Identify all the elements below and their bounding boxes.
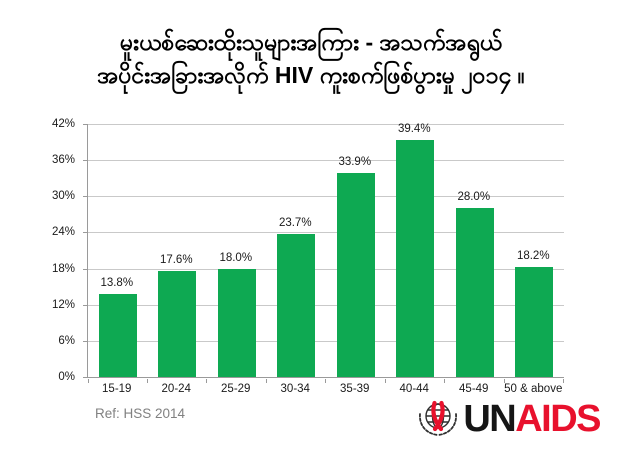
x-tick-mark [265, 379, 267, 383]
bar-value-label: 18.2% [516, 250, 550, 263]
gridline [88, 268, 564, 270]
bar-50-above [515, 267, 554, 377]
bar-30-34 [277, 234, 316, 377]
x-tick-mark [88, 379, 89, 383]
bar-value-label: 13.8% [100, 276, 134, 289]
x-axis-category-label: 25-29 [221, 383, 251, 395]
x-tick-mark [146, 379, 148, 383]
bar-20-24 [158, 270, 197, 377]
x-tick-mark [563, 379, 564, 383]
bar-value-label: 39.4% [397, 122, 431, 135]
logo-aids-text: AIDS [515, 398, 601, 440]
bar-value-label: 17.6% [159, 253, 193, 266]
gridline [88, 160, 564, 162]
bar-15-19 [98, 293, 137, 377]
x-tick-mark [384, 379, 386, 383]
x-axis-category-label: 50 & above [504, 383, 563, 395]
y-tick-mark [83, 160, 87, 162]
y-axis-tick-label: 12% [51, 298, 75, 311]
chart-title-line2: အပိုင်းအခြားအလိုက် HIV ကူးစက်ဖြစ်ပွားမှု… [97, 62, 525, 88]
y-axis-tick-label: 0% [58, 371, 75, 383]
chart-title-line1: မူးယစ်ဆေးထိုးသူများအကြား - အသက်အရွယ် [119, 29, 502, 55]
y-tick-mark [83, 377, 87, 378]
y-tick-mark [83, 304, 87, 306]
y-tick-mark [83, 124, 87, 125]
x-axis-category-label: 15-19 [102, 383, 132, 395]
y-tick-mark [83, 232, 87, 234]
y-axis-tick-label: 6% [58, 334, 75, 347]
chart-title: မူးယစ်ဆေးထိုးသူများအကြား - အသက်အရွယ် အပိ… [0, 26, 622, 92]
reference-note: Ref: HSS 2014 [95, 406, 186, 421]
y-tick-mark [83, 196, 87, 198]
un-emblem-icon [419, 400, 458, 436]
y-axis-tick-label: 30% [51, 190, 75, 203]
bar-35-39 [336, 172, 375, 377]
x-axis-category-label: 45-49 [459, 383, 489, 395]
y-axis-tick-label: 24% [51, 226, 75, 239]
gridline [88, 232, 564, 234]
unaids-wordmark: UN AIDS [463, 396, 601, 442]
x-tick-mark [503, 379, 505, 383]
x-axis-category-label: 35-39 [340, 383, 370, 395]
bar-25-29 [217, 268, 256, 377]
logo-un-text: UN [463, 398, 516, 440]
y-axis-tick-label: 42% [51, 118, 75, 130]
plot-area [83, 124, 564, 383]
bar-value-label: 18.0% [219, 251, 253, 264]
x-tick-mark [444, 379, 445, 383]
y-tick-mark [83, 340, 87, 342]
gridline [88, 124, 564, 125]
x-axis-category-label: 40-44 [399, 383, 429, 395]
bar-40-44 [396, 139, 435, 377]
bar-45-49 [455, 208, 494, 377]
gridline [88, 340, 564, 342]
y-axis-tick-label: 18% [51, 262, 75, 275]
bar-value-label: 33.9% [338, 155, 372, 168]
y-axis-tick-label: 36% [51, 154, 75, 167]
x-axis-category-label: 20-24 [161, 383, 191, 395]
unaids-logo: UN AIDS [415, 396, 601, 442]
y-tick-mark [83, 268, 87, 270]
bar-value-label: 23.7% [278, 217, 312, 230]
x-axis-category-label: 30-34 [280, 383, 310, 395]
gridline [88, 196, 564, 198]
bar-value-label: 28.0% [457, 191, 491, 204]
x-tick-mark [206, 379, 207, 383]
x-tick-mark [325, 379, 326, 383]
gridline [88, 304, 564, 306]
